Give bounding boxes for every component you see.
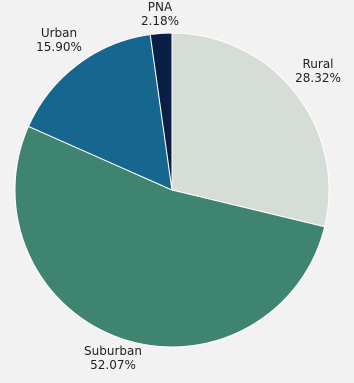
slice-category-suburban: Suburban (84, 344, 142, 358)
slice-percent-suburban: 52.07% (90, 358, 136, 372)
slice-label-rural: Rural 28.32% (295, 57, 341, 85)
slice-percent-urban: 15.90% (36, 40, 82, 54)
slice-label-pna: PNA 2.18% (141, 0, 179, 28)
slice-percent-pna: 2.18% (141, 14, 179, 28)
slice-category-pna: PNA (148, 0, 173, 14)
slice-label-suburban: Suburban 52.07% (84, 344, 142, 372)
slice-category-rural: Rural (302, 57, 333, 71)
slice-category-urban: Urban (41, 26, 77, 40)
pie-slice-pna (149, 32, 173, 191)
pie-slice-rural (171, 32, 330, 228)
pie-slice-urban (27, 33, 173, 191)
slice-label-urban: Urban 15.90% (36, 26, 82, 54)
slice-percent-rural: 28.32% (295, 71, 341, 85)
pie-slice-suburban (14, 125, 326, 348)
